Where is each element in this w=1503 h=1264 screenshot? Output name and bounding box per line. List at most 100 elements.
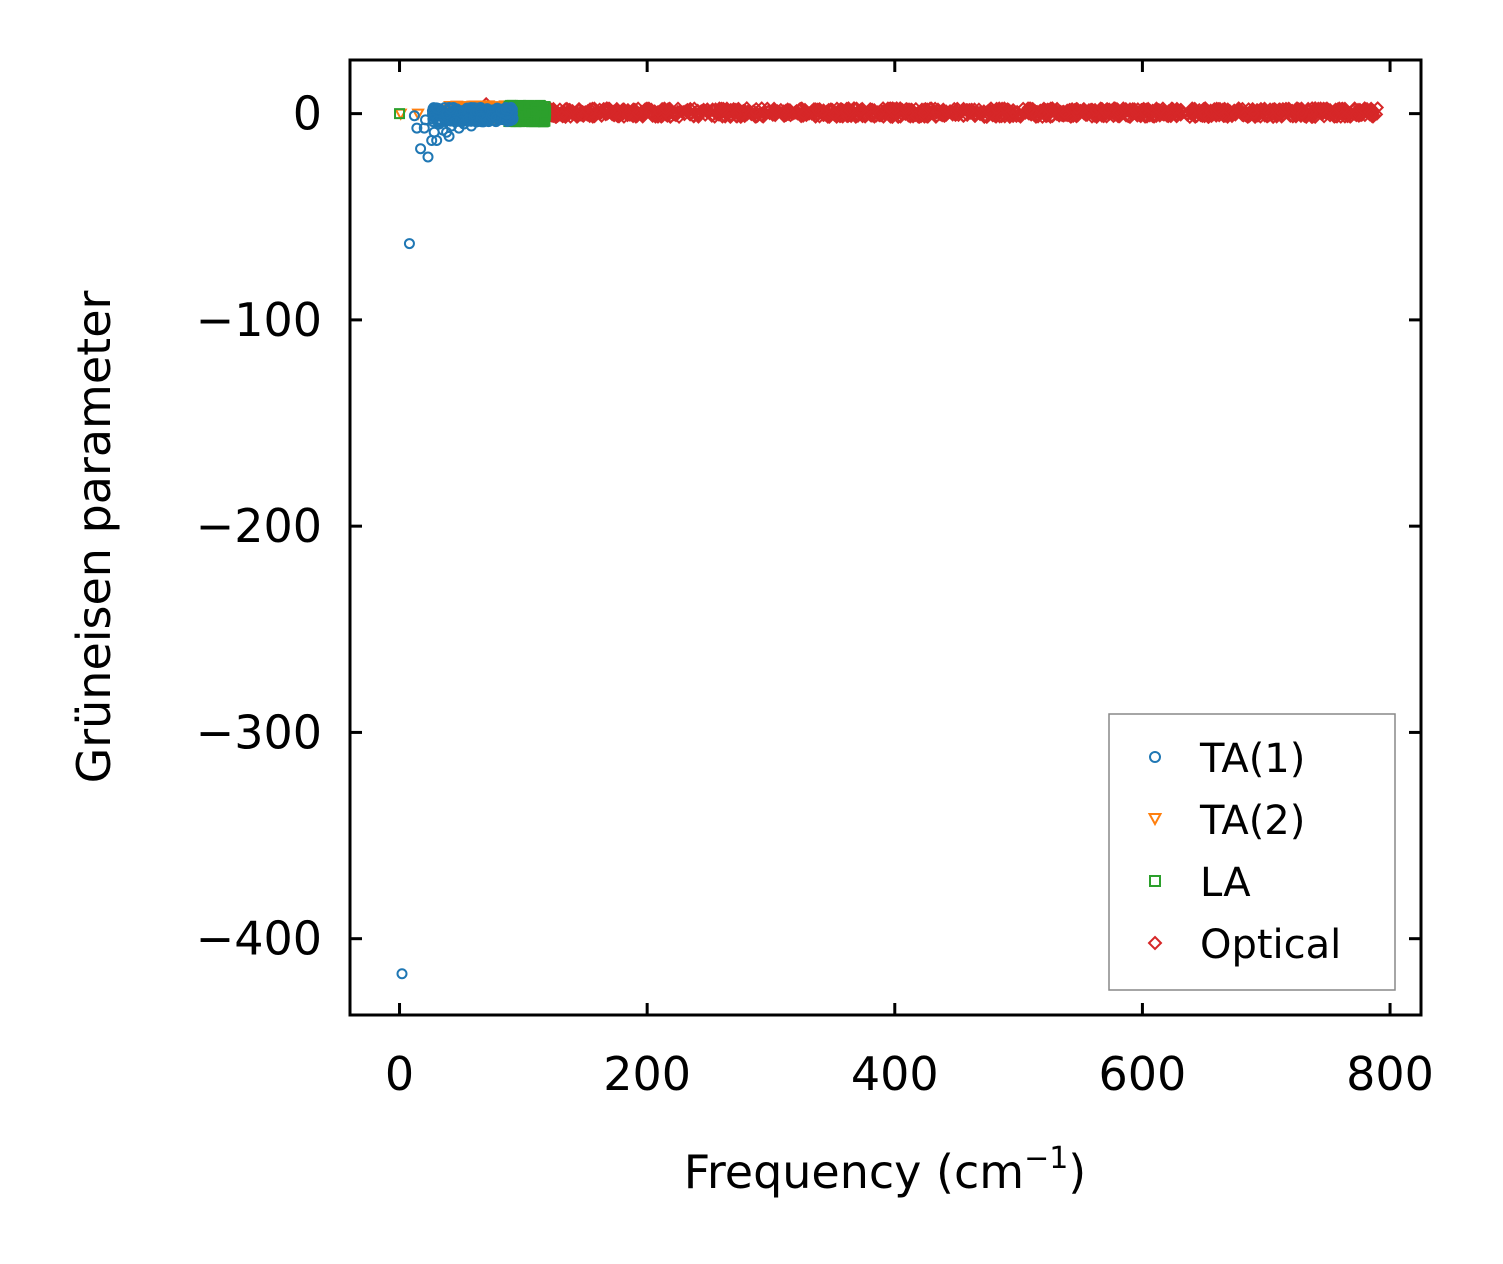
data-point	[928, 101, 942, 115]
data-point	[663, 111, 677, 124]
data-point	[1310, 106, 1323, 120]
x-tick-label: 200	[603, 1047, 691, 1101]
legend-label-ta2: TA(2)	[1199, 798, 1305, 844]
data-point	[555, 109, 569, 122]
data-point	[403, 238, 415, 250]
series-layer	[394, 96, 1385, 980]
data-point	[1006, 105, 1019, 119]
data-point	[902, 106, 916, 120]
data-point	[951, 102, 965, 116]
data-point	[797, 108, 811, 122]
data-point	[997, 101, 1011, 115]
data-point	[431, 134, 443, 146]
data-point	[1327, 107, 1341, 121]
x-tick-label: 800	[1346, 1047, 1434, 1101]
data-point	[445, 103, 457, 115]
legend-marker-optical	[1147, 935, 1163, 951]
data-point	[517, 108, 529, 120]
x-axis-label-sup: −1	[1024, 1141, 1068, 1176]
data-point	[727, 101, 741, 115]
legend-label-optical: Optical	[1200, 922, 1341, 968]
data-point	[536, 101, 548, 113]
y-tick-label: 0	[293, 87, 322, 141]
y-tick-labels: 0 −100 −200 −300 −400	[196, 87, 322, 966]
data-point	[1164, 110, 1178, 124]
data-point	[593, 105, 607, 119]
data-point	[1212, 109, 1226, 123]
data-point	[1270, 110, 1284, 124]
plot-frame	[348, 58, 1423, 1017]
data-point	[834, 102, 847, 115]
y-tick-label: −400	[196, 912, 322, 966]
legend-label-la: LA	[1200, 860, 1251, 906]
data-point	[475, 112, 487, 124]
data-point	[882, 101, 896, 115]
data-point	[843, 104, 857, 118]
data-point	[1247, 107, 1261, 121]
data-point	[894, 110, 907, 124]
data-point	[1349, 108, 1362, 122]
data-point	[1295, 107, 1309, 121]
data-point	[420, 114, 432, 126]
data-point	[495, 106, 507, 118]
data-point	[1095, 110, 1109, 124]
data-point	[715, 101, 728, 115]
data-point	[917, 106, 931, 120]
data-point	[524, 106, 536, 118]
series-optical	[473, 96, 1385, 125]
legend-entry-optical: Optical	[1147, 922, 1341, 968]
data-point	[505, 101, 517, 113]
data-point	[1037, 107, 1051, 121]
data-point	[937, 104, 951, 118]
data-point	[1365, 103, 1379, 117]
data-point	[1316, 103, 1329, 117]
data-point	[877, 111, 890, 124]
data-point	[827, 107, 841, 121]
x-tick-label: 0	[385, 1047, 414, 1101]
data-point	[408, 110, 420, 122]
data-point	[1044, 104, 1058, 118]
data-point	[873, 107, 886, 120]
data-point	[1212, 103, 1226, 117]
data-point	[1027, 105, 1041, 118]
legend-box	[1108, 713, 1396, 991]
data-point	[816, 104, 830, 118]
data-point	[705, 110, 719, 123]
y-tick-label: −100	[196, 293, 322, 347]
legend-marker-la	[1149, 875, 1161, 887]
data-point	[1297, 110, 1311, 124]
data-point	[978, 109, 992, 123]
y-axis-label: Grüneisen parameter	[67, 290, 121, 783]
data-point	[1338, 110, 1352, 124]
data-point	[1304, 105, 1318, 119]
data-point	[394, 108, 406, 120]
y-tick-label: −300	[196, 705, 322, 759]
series-ta-1	[396, 101, 519, 980]
data-point	[475, 104, 487, 116]
data-point	[609, 106, 623, 120]
data-point	[1174, 102, 1188, 116]
data-point	[1070, 102, 1084, 115]
data-point	[729, 106, 743, 120]
data-point	[443, 130, 455, 142]
data-point	[644, 102, 658, 116]
data-point	[854, 103, 868, 117]
x-axis-label: Frequency (cm−1)	[684, 1141, 1087, 1199]
x-axis-label-main: Frequency (cm	[684, 1145, 1024, 1199]
data-point	[500, 104, 512, 116]
x-tick-label: 400	[851, 1047, 939, 1101]
legend: TA(1) TA(2) LA Optical	[1108, 713, 1396, 991]
data-point	[422, 151, 434, 163]
data-point	[1169, 102, 1183, 116]
legend-marker-ta1	[1149, 751, 1161, 763]
legend-entry-ta2: TA(2)	[1147, 798, 1305, 844]
data-point	[1188, 108, 1201, 121]
data-point	[603, 104, 617, 118]
data-point	[756, 110, 769, 124]
data-point	[708, 111, 722, 124]
data-point	[1261, 105, 1275, 119]
data-point	[962, 105, 976, 118]
data-point	[839, 104, 853, 118]
data-point	[1089, 104, 1102, 118]
data-point	[539, 115, 551, 127]
